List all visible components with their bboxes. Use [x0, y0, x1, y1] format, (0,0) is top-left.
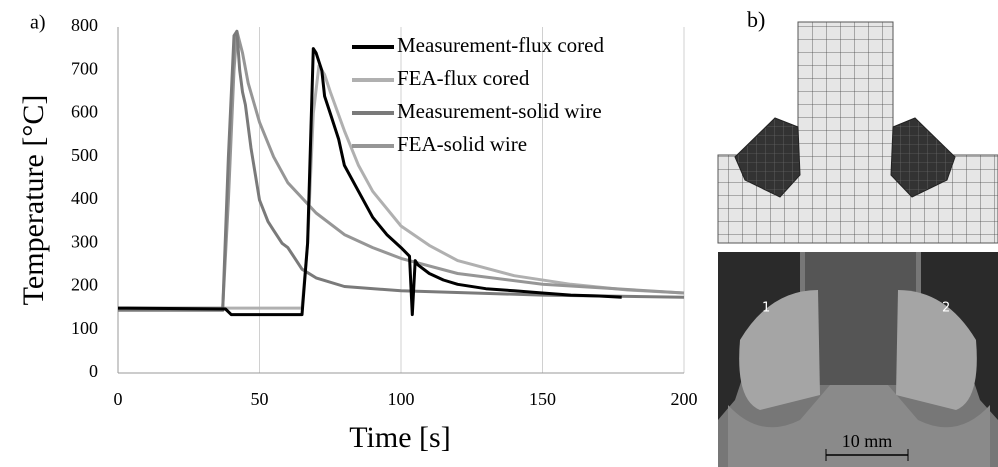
- y-tick-label: 600: [71, 102, 98, 122]
- legend-label: FEA-flux cored: [397, 66, 530, 90]
- y-tick-label: 0: [89, 361, 98, 381]
- y-axis-label: Temperature [°C]: [17, 95, 50, 306]
- series-line: [118, 29, 685, 312]
- x-tick-label: 200: [671, 389, 698, 409]
- x-tick-label: 50: [251, 389, 269, 409]
- weld-marker: 1: [762, 301, 770, 316]
- y-tick-label: 100: [71, 318, 98, 338]
- legend-label: FEA-solid wire: [397, 132, 527, 156]
- weld-marker: 2: [942, 301, 950, 316]
- x-axis-label: Time [s]: [349, 421, 450, 454]
- series-line: [117, 47, 622, 317]
- panel-label: b): [747, 7, 765, 32]
- fe-mesh: [717, 21, 998, 244]
- legend-label: Measurement-flux cored: [397, 33, 604, 57]
- y-tick-label: 500: [71, 145, 98, 165]
- y-tick-label: 800: [71, 15, 98, 35]
- y-tick-label: 200: [71, 275, 98, 295]
- macrograph: [718, 252, 998, 467]
- scale-bar-label: 10 mm: [842, 431, 893, 451]
- series-line: [118, 29, 685, 310]
- x-tick-label: 100: [388, 389, 415, 409]
- legend-label: Measurement-solid wire: [397, 99, 602, 123]
- x-tick-label: 150: [529, 389, 556, 409]
- y-tick-label: 400: [71, 188, 98, 208]
- panel-label: a): [30, 12, 46, 34]
- x-tick-label: 0: [114, 389, 123, 409]
- y-tick-label: 300: [71, 231, 98, 251]
- y-tick-label: 700: [71, 58, 98, 78]
